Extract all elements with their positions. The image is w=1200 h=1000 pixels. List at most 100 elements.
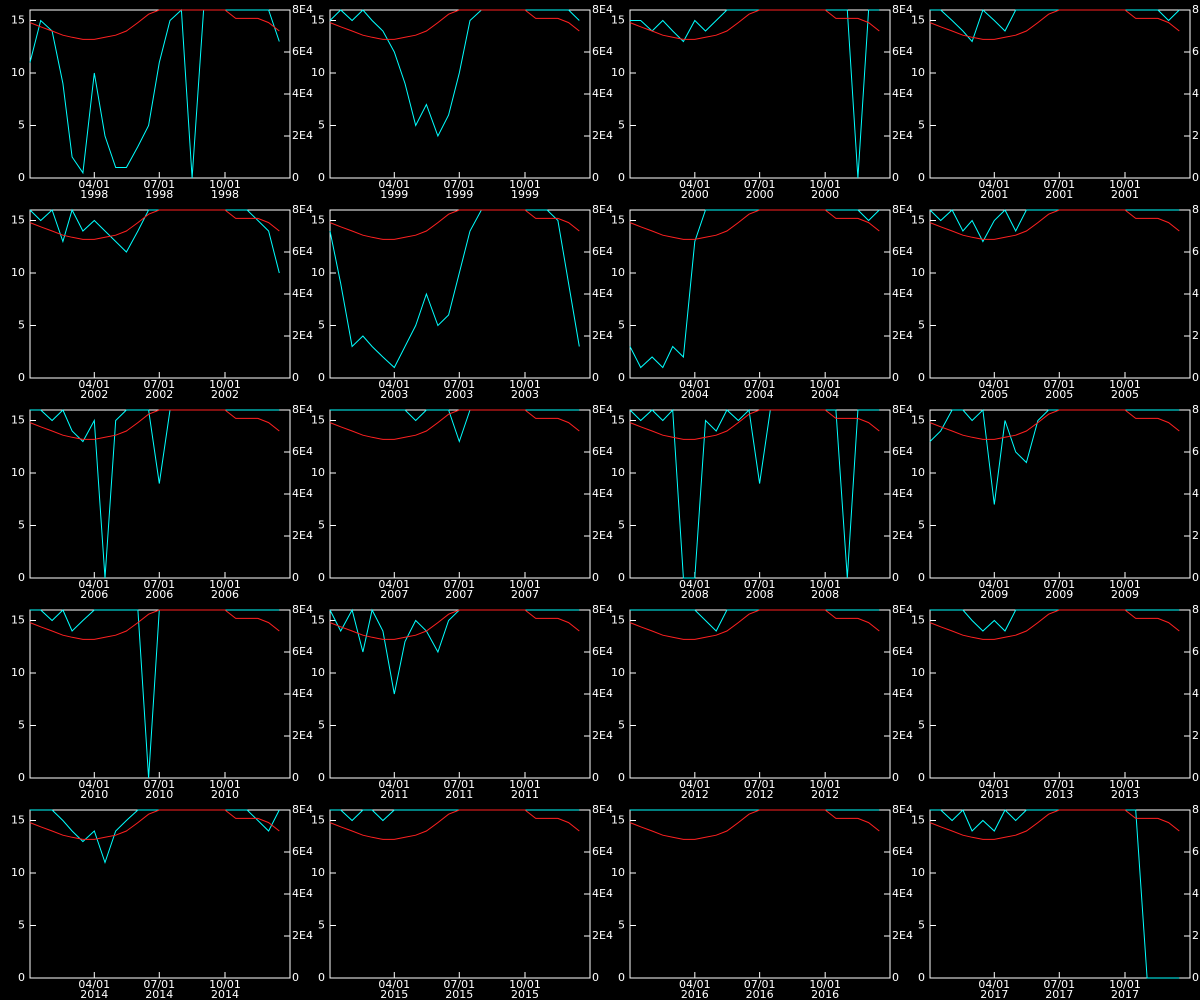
y2-tick-label: 2E4: [592, 929, 613, 942]
y-tick-label: 5: [318, 119, 325, 132]
y2-tick-label: 2E4: [892, 129, 913, 142]
data-line: [630, 9, 880, 179]
data-line: [329, 608, 580, 695]
x-tick-label: 10/01 2009: [1109, 578, 1141, 601]
y-tick-label: 10: [11, 866, 25, 879]
x-tick-label: 07/01 2009: [1043, 578, 1076, 601]
data-line: [29, 8, 280, 179]
y-tick-label: 10: [311, 866, 325, 879]
y-tick-label: 0: [918, 371, 925, 384]
y2-tick-label: 2E4: [592, 329, 613, 342]
data-line: [629, 409, 880, 440]
y2-tick-label: 2E4: [1192, 529, 1200, 542]
y-tick-label: 10: [611, 66, 625, 79]
y2-tick-label: 6E4: [1192, 445, 1200, 458]
y-tick-label: 5: [18, 919, 25, 932]
y2-tick-label: 2E4: [892, 929, 913, 942]
y2-tick-label: 4E4: [592, 687, 613, 700]
y2-tick-label: 0: [592, 571, 599, 584]
x-tick-label: 10/01 2004: [809, 378, 842, 401]
x-tick-label: 07/01 2012: [743, 778, 776, 801]
data-line: [629, 209, 880, 240]
y2-tick-label: 4E4: [292, 887, 313, 900]
y-tick-label: 10: [911, 666, 925, 679]
y-tick-label: 10: [11, 266, 25, 279]
x-tick-label: 04/01 2007: [378, 578, 411, 601]
data-line: [330, 809, 580, 822]
x-tick-label: 10/01 2011: [509, 778, 541, 801]
data-line: [930, 609, 1180, 632]
y2-tick-label: 8E4: [292, 603, 313, 616]
y2-tick-label: 0: [292, 971, 299, 984]
y2-tick-label: 8E4: [1192, 803, 1200, 816]
data-line: [29, 209, 280, 240]
data-line: [330, 409, 580, 444]
x-tick-label: 04/01 2006: [78, 578, 111, 601]
y2-tick-label: 8E4: [292, 803, 313, 816]
x-tick-label: 04/01 2005: [978, 378, 1011, 401]
data-line: [29, 809, 280, 840]
y-tick-label: 0: [18, 571, 25, 584]
y-tick-label: 10: [311, 666, 325, 679]
x-tick-label: 04/01 2004: [678, 378, 711, 401]
data-line: [929, 209, 1180, 243]
y-tick-label: 0: [918, 571, 925, 584]
data-line: [29, 609, 280, 640]
y-tick-label: 10: [611, 666, 625, 679]
x-tick-label: 07/01 2010: [143, 778, 176, 801]
plot-frame: [629, 409, 891, 579]
y-tick-label: 15: [311, 414, 325, 427]
y-tick-label: 15: [611, 14, 625, 27]
y2-tick-label: 0: [892, 971, 899, 984]
y2-tick-label: 2E4: [292, 129, 313, 142]
data-line: [929, 408, 1180, 505]
x-tick-label: 07/01 2013: [1043, 778, 1076, 801]
y2-tick-label: 6E4: [892, 645, 913, 658]
x-tick-label: 07/01 2016: [743, 978, 776, 1000]
y2-tick-label: 0: [892, 771, 899, 784]
y-tick-label: 10: [911, 266, 925, 279]
x-tick-label: 10/01 2006: [209, 578, 241, 601]
y2-tick-label: 2E4: [892, 529, 913, 542]
y2-tick-label: 4E4: [292, 287, 313, 300]
plot-frame: [629, 809, 891, 979]
x-tick-label: 07/01 2005: [1043, 378, 1076, 401]
x-tick-label: 04/01 2009: [978, 578, 1011, 601]
y-tick-label: 5: [918, 519, 925, 532]
y2-tick-label: 0: [292, 771, 299, 784]
y2-tick-label: 0: [1192, 571, 1199, 584]
data-line: [629, 209, 880, 369]
y2-tick-label: 0: [292, 371, 299, 384]
y-tick-label: 0: [18, 371, 25, 384]
y2-tick-label: 8E4: [892, 803, 913, 816]
x-tick-label: 10/01 2016: [809, 978, 842, 1000]
x-tick-label: 07/01 2011: [443, 778, 476, 801]
data-line: [329, 209, 580, 240]
y2-tick-label: 2E4: [292, 329, 313, 342]
y-tick-label: 0: [618, 571, 625, 584]
y2-tick-label: 0: [292, 571, 299, 584]
data-line: [629, 809, 880, 840]
y-tick-label: 0: [618, 771, 625, 784]
y2-tick-label: 4E4: [892, 87, 913, 100]
x-tick-label: 10/01 1998: [209, 178, 241, 201]
data-line: [329, 9, 580, 40]
x-tick-label: 10/01 2017: [1109, 978, 1141, 1000]
y2-tick-label: 0: [592, 971, 599, 984]
y-tick-label: 5: [618, 719, 625, 732]
y-tick-label: 5: [918, 119, 925, 132]
y-tick-label: 5: [618, 119, 625, 132]
y-tick-label: 15: [611, 614, 625, 627]
x-tick-label: 04/01 2010: [78, 778, 111, 801]
y2-tick-label: 6E4: [1192, 645, 1200, 658]
y-tick-label: 15: [911, 214, 925, 227]
x-tick-label: 07/01 2003: [443, 378, 476, 401]
y2-tick-label: 4E4: [592, 887, 613, 900]
x-tick-label: 07/01 2017: [1043, 978, 1076, 1000]
x-tick-label: 10/01 2001: [1109, 178, 1141, 201]
plot-frame: [629, 9, 891, 179]
x-tick-label: 10/01 2003: [509, 378, 541, 401]
y2-tick-label: 6E4: [292, 245, 313, 258]
x-tick-label: 10/01 2014: [209, 978, 241, 1000]
plot-frame: [629, 209, 891, 379]
